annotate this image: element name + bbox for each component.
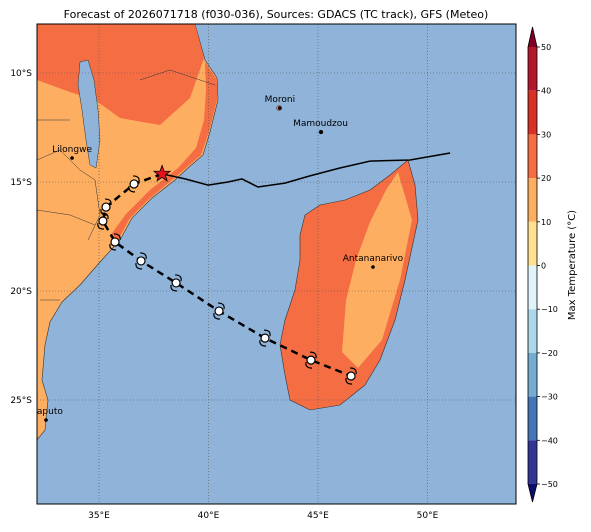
cyclone-symbol [101, 202, 111, 212]
colorbar-tick-label: 10 [541, 218, 551, 227]
colorbar-band [528, 221, 537, 266]
colorbar-tick-label: 30 [541, 130, 551, 139]
lon-tick-label: 50°E [417, 511, 439, 521]
colorbar-tick-label: −10 [541, 305, 558, 314]
city-dot [278, 106, 282, 110]
colorbar-band [528, 352, 537, 397]
hot-coast [110, 62, 217, 240]
cyclone-swirl [109, 233, 121, 251]
tracks [97, 152, 451, 385]
colorbar-extend-bottom [528, 484, 537, 502]
cyclone-symbol [98, 216, 108, 226]
city-label: Maputo [29, 407, 63, 417]
lat-tick-label: 15°S [10, 178, 32, 188]
cyclone-swirl [345, 367, 357, 385]
colorbar: 50 40 30 20 10 0 −10 −20 −30 −40 −50 [527, 26, 558, 503]
lon-tick-label: 35°E [88, 511, 110, 521]
colorbar-tick-label: −30 [541, 393, 558, 402]
city-label: Lilongwe [52, 145, 92, 155]
cyclone-symbol [136, 256, 146, 266]
colorbar-tick-label: −50 [541, 480, 558, 489]
cyclone-symbol [306, 355, 316, 365]
grid [37, 24, 516, 504]
cyclone-swirl [213, 302, 225, 320]
colorbar-band [528, 265, 537, 310]
cyclone-symbol [260, 333, 270, 343]
colorbar-tick-label: 20 [541, 174, 551, 183]
cyclone-symbol [346, 371, 356, 381]
city-label: Antananarivo [343, 254, 404, 264]
colorbar-band [528, 440, 537, 484]
africa-land [37, 24, 219, 441]
colorbar-tick-label: −40 [541, 436, 558, 445]
map-title: Forecast of 2026071718 (f030-036), Sourc… [64, 8, 489, 21]
city-dot [70, 156, 74, 160]
axes-labels: 35°E 40°E 45°E 50°E 10°S 15°S 20°S 25°S [10, 69, 438, 521]
cyclone-symbol [110, 237, 120, 247]
lat-tick-label: 10°S [10, 69, 32, 79]
colorbar-band [528, 178, 537, 222]
cyclone-symbol [214, 306, 224, 316]
cyclone-swirl [305, 351, 317, 369]
cyclone-swirl [97, 212, 109, 230]
cyclone-swirl [170, 274, 182, 292]
colorbar-band [528, 396, 537, 441]
map-area: Lilongwe Moroni Mamoudzou Antananarivo Maput… [29, 24, 516, 504]
lon-tick-label: 45°E [307, 511, 329, 521]
cyclone-symbol [129, 179, 139, 189]
map-frame [36, 23, 517, 505]
past-track [161, 152, 451, 188]
colorbar-tick-label: 40 [541, 87, 551, 96]
hot-region [37, 24, 204, 125]
lake-malawi [77, 59, 101, 169]
cyclone-swirl [259, 329, 271, 347]
city-dot [371, 265, 375, 269]
colorbar-extend-top [528, 27, 537, 47]
city-dot [319, 130, 323, 134]
lat-tick-label: 25°S [10, 396, 32, 406]
colorbar-tick-label: 0 [541, 262, 546, 271]
cyclone-symbol [171, 278, 181, 288]
city-label: Moroni [265, 95, 296, 105]
colorbar-tick-label: −20 [541, 349, 558, 358]
current-position [152, 164, 172, 182]
cyclone-swirl [135, 252, 147, 270]
colorbar-band [528, 90, 537, 135]
colorbar-band [528, 134, 537, 179]
colorbar-band [528, 47, 537, 91]
city-dot [44, 418, 48, 422]
borders [37, 69, 216, 301]
colorbar-band [528, 309, 537, 353]
cities: Lilongwe Moroni Mamoudzou Antananarivo Maput… [29, 95, 404, 422]
madagascar-highlands [342, 172, 412, 368]
cyclone-swirl [128, 175, 140, 193]
city-label: Mamoudzou [293, 119, 348, 129]
colorbar-label: Max Temperature (°C) [567, 210, 578, 320]
lat-tick-label: 20°S [10, 287, 32, 297]
lon-tick-label: 40°E [198, 511, 220, 521]
colorbar-tick-label: 50 [541, 43, 551, 52]
